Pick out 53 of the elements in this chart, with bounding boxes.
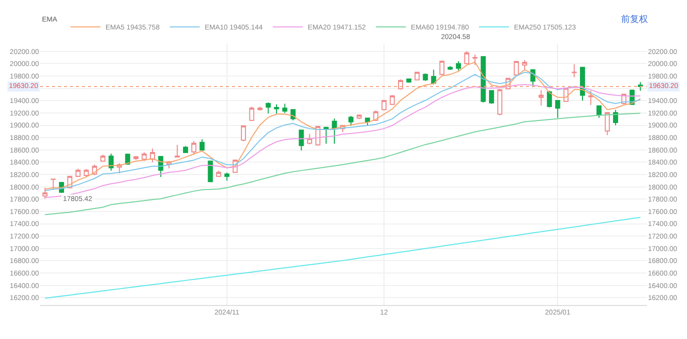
candlestick	[456, 60, 461, 71]
candlestick	[282, 103, 288, 114]
candlestick	[257, 106, 262, 111]
candlestick	[546, 90, 552, 108]
text: 前复权	[621, 14, 648, 24]
candlestick	[191, 140, 196, 156]
candlestick	[183, 146, 188, 154]
candlestick	[406, 78, 412, 84]
candlestick	[480, 56, 486, 103]
candlestick	[332, 118, 337, 144]
candlestick	[638, 82, 643, 92]
candlestick	[216, 170, 222, 178]
candlestick	[298, 129, 304, 151]
candlestick	[497, 88, 502, 116]
candlestick	[100, 154, 106, 162]
candlestick	[489, 90, 494, 104]
candlestick	[274, 104, 280, 114]
candlestick	[472, 54, 478, 66]
candlestick	[431, 69, 436, 85]
candlestick	[142, 152, 147, 162]
line-series	[44, 216, 641, 299]
candlestick	[604, 112, 610, 136]
candlestick	[414, 71, 420, 81]
candlestick	[356, 114, 362, 120]
candlestick	[249, 106, 254, 122]
candlestick	[108, 153, 114, 172]
candlestick	[398, 78, 404, 90]
candlestick	[76, 168, 81, 178]
candlestick	[439, 60, 444, 76]
candlestick	[572, 64, 577, 78]
candlestick	[208, 160, 213, 182]
candlestick	[174, 144, 180, 158]
candlestick	[382, 100, 387, 111]
candlestick	[464, 50, 470, 65]
candlestick	[307, 133, 312, 145]
line-series	[44, 112, 641, 216]
candlestick	[50, 178, 56, 190]
candlestick	[266, 102, 271, 114]
candlestick	[588, 90, 594, 106]
candlestick	[522, 60, 528, 70]
candlestick	[514, 60, 519, 76]
candlestick	[348, 116, 354, 126]
candlestick	[538, 90, 544, 106]
candlestick	[324, 126, 329, 144]
candlestick	[596, 105, 602, 118]
candlestick	[240, 125, 246, 142]
candlestick	[555, 100, 560, 118]
candlestick	[613, 109, 618, 126]
candlestick	[422, 73, 428, 82]
candlestick	[42, 187, 48, 200]
candlestick	[200, 138, 205, 151]
candlestick	[390, 94, 395, 106]
candlestick	[224, 172, 230, 182]
